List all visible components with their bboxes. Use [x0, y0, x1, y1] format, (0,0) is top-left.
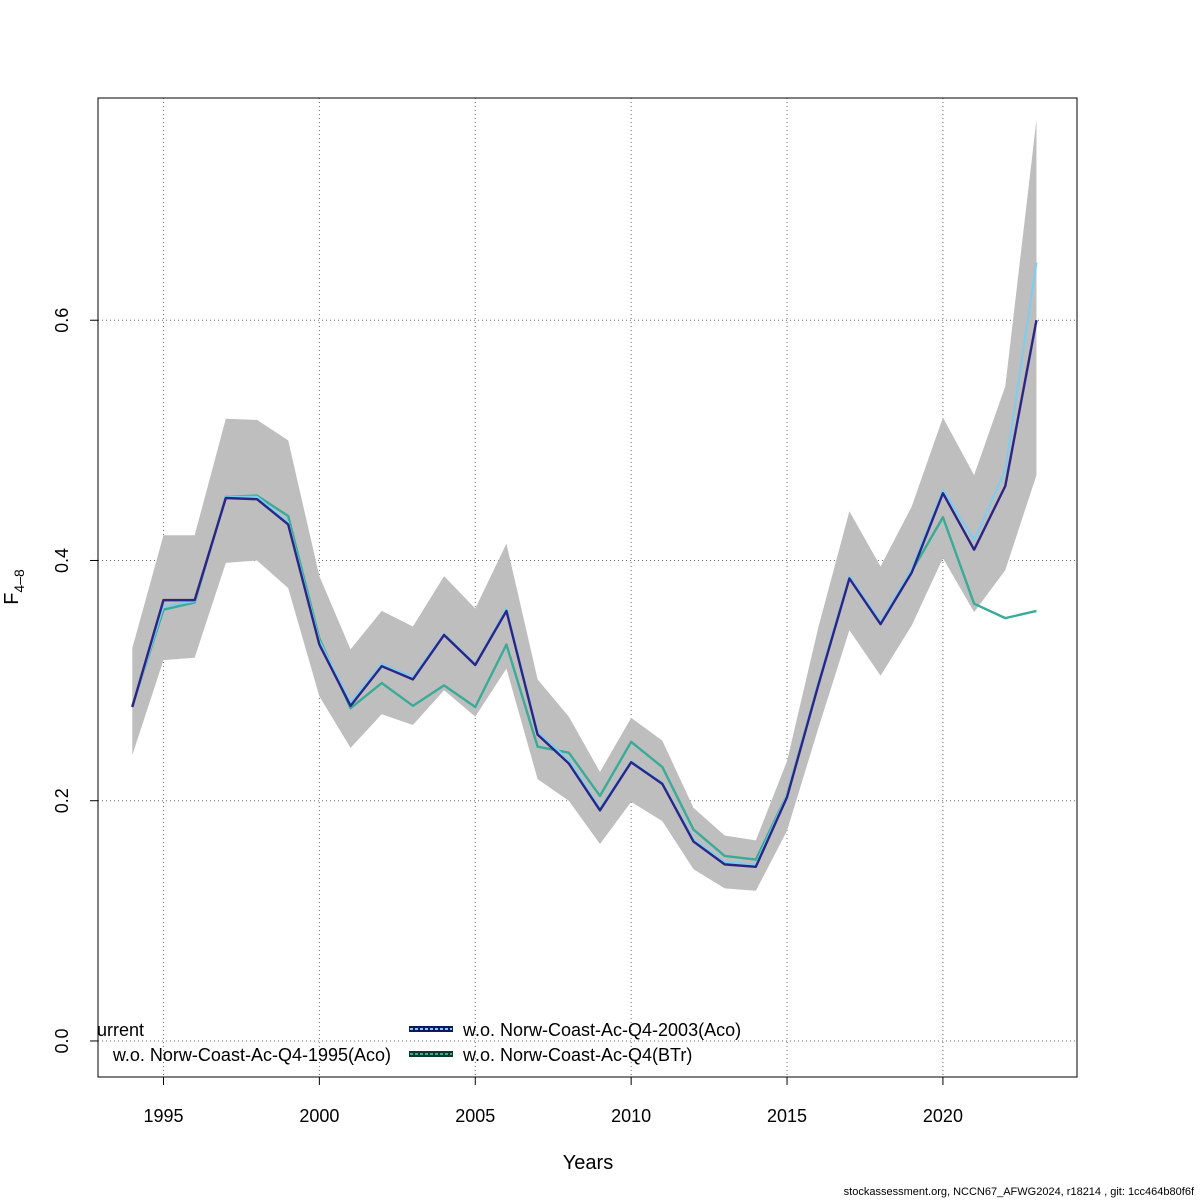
- legend: current w.o. Norw-Coast-Ac-Q4-1995(Aco) …: [88, 1020, 741, 1065]
- legend-label-1995: w.o. Norw-Coast-Ac-Q4-1995(Aco): [112, 1045, 391, 1065]
- legend-label-btr: w.o. Norw-Coast-Ac-Q4(BTr): [462, 1045, 692, 1065]
- y-axis-title-subscript: 4–8: [11, 569, 27, 593]
- series-lines: [131, 262, 1038, 868]
- legend-item-1995: w.o. Norw-Coast-Ac-Q4-1995(Aco): [112, 1045, 391, 1065]
- plot-frame: [97, 97, 1078, 1078]
- legend-item-btr: w.o. Norw-Coast-Ac-Q4(BTr): [409, 1045, 692, 1065]
- x-axis: 1995 2000 2005 2010 2015 2020: [143, 1077, 963, 1126]
- series-line-current: [131, 320, 1038, 868]
- confidence-band: [132, 119, 1037, 891]
- legend-item-2003: w.o. Norw-Coast-Ac-Q4-2003(Aco): [409, 1020, 741, 1040]
- x-tick-label-1995: 1995: [143, 1106, 183, 1126]
- y-tick-label-1: 0.2: [52, 788, 72, 813]
- x-tick-label-2020: 2020: [923, 1106, 963, 1126]
- grid: [98, 98, 1077, 1077]
- legend-label-2003: w.o. Norw-Coast-Ac-Q4-2003(Aco): [462, 1020, 741, 1040]
- y-tick-label-2: 0.4: [52, 548, 72, 573]
- x-tick-label-2000: 2000: [299, 1106, 339, 1126]
- y-axis-title: F4–8: [1, 569, 27, 605]
- x-tick-label-2015: 2015: [767, 1106, 807, 1126]
- footer-credit: stockassessment.org, NCCN67_AFWG2024, r1…: [844, 1186, 1195, 1198]
- legend-label-current: current: [88, 1020, 144, 1040]
- x-tick-label-2005: 2005: [455, 1106, 495, 1126]
- y-tick-label-0: 0.0: [52, 1028, 72, 1053]
- y-axis-title-main: F: [1, 593, 23, 605]
- confidence-band-area: [132, 119, 1037, 891]
- legend-item-current: current: [88, 1020, 144, 1040]
- y-axis: 0.0 0.2 0.4 0.6: [52, 308, 98, 1053]
- x-tick-label-2010: 2010: [611, 1106, 651, 1126]
- y-tick-label-3: 0.6: [52, 308, 72, 333]
- series-line-2003: [131, 262, 1038, 866]
- x-axis-title: Years: [563, 1152, 613, 1174]
